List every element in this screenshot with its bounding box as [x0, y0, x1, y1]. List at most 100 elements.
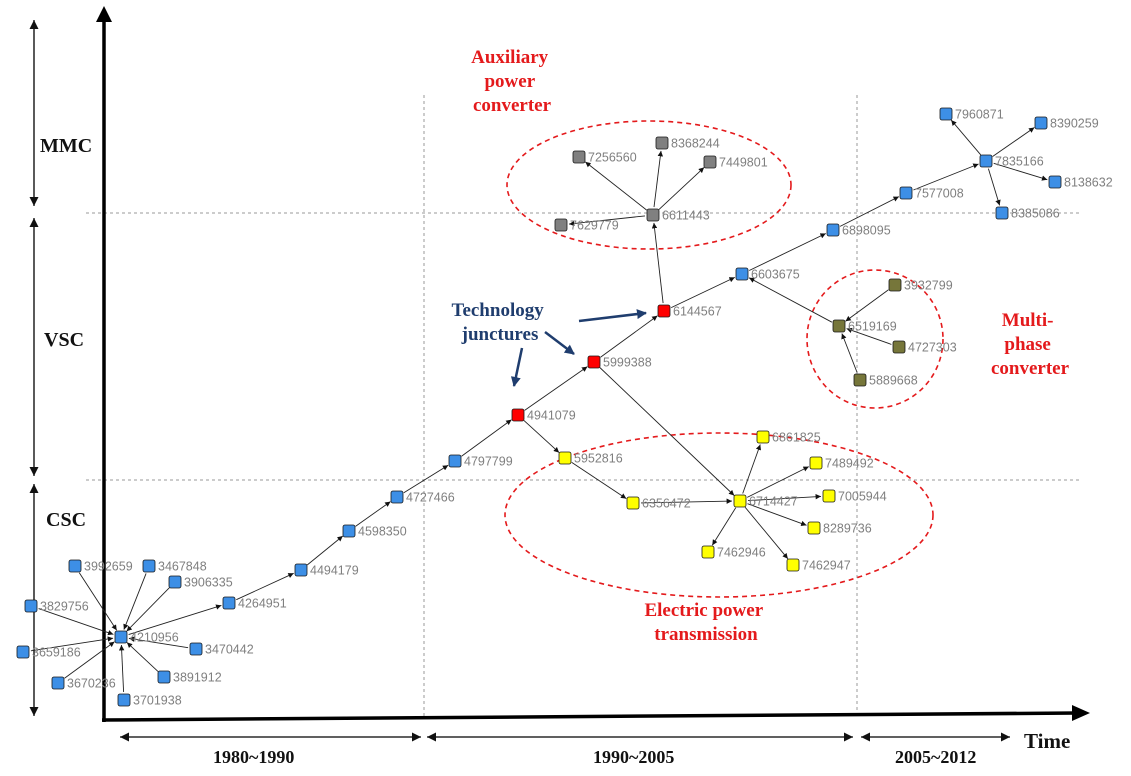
- citation-edge-6714427-7489492: [746, 466, 810, 498]
- band-label-csc: CSC: [46, 509, 86, 531]
- patent-node-6603675[interactable]: 6603675: [735, 268, 800, 282]
- region-auxiliary-outline: [506, 120, 792, 250]
- period-label-1990-2005: 1990~2005: [593, 747, 674, 767]
- patent-node-label: 3670236: [67, 677, 116, 691]
- patent-node-3906335[interactable]: 3906335: [168, 575, 233, 590]
- patent-node-7462946[interactable]: 7462946: [701, 546, 766, 560]
- patent-node-7462947[interactable]: 7462947: [786, 558, 851, 573]
- patent-node-marker: [786, 558, 800, 572]
- patent-node-marker: [168, 575, 182, 589]
- region-label-auxiliary-line1: Auxiliary: [471, 47, 549, 68]
- citation-edge-6611443-7449801: [658, 167, 705, 210]
- citation-edge-4598350-4727466: [355, 501, 391, 527]
- patent-node-3467848[interactable]: 3467848: [142, 560, 207, 574]
- patent-node-5952816[interactable]: 5952816: [558, 452, 623, 466]
- patent-node-3670236[interactable]: 3670236: [51, 677, 116, 691]
- region-label-multiphase-line1: Multi-: [1002, 310, 1054, 331]
- patent-node-marker: [554, 218, 568, 232]
- region-label-multiphase-line2: phase: [1004, 334, 1050, 355]
- patent-node-marker: [995, 206, 1009, 220]
- patent-node-marker: [822, 489, 836, 503]
- citation-edge-6356472-6714427: [640, 498, 733, 504]
- patent-node-label: 8390259: [1050, 117, 1099, 131]
- patent-node-4264951[interactable]: 4264951: [222, 596, 287, 611]
- patent-node-label: 3992659: [84, 560, 133, 574]
- patent-node-4598350[interactable]: 4598350: [342, 525, 407, 539]
- patent-node-7005944[interactable]: 7005944: [822, 489, 887, 504]
- patent-node-3932799[interactable]: 3932799: [888, 279, 953, 293]
- axes: Time: [96, 6, 1090, 753]
- patent-node-label: 6519169: [848, 320, 897, 334]
- citation-edge-4264951-4494179: [236, 572, 294, 601]
- patent-node-3470442[interactable]: 3470442: [189, 643, 254, 657]
- citation-edge-5889668-6519169: [841, 333, 858, 373]
- region-outlines: [504, 120, 944, 598]
- juncture-pointer-4941079: [510, 347, 524, 387]
- citation-edge-4494179-4598350: [306, 535, 344, 566]
- region-label-transmission: Electric power transmission: [644, 600, 767, 645]
- patent-node-4797799[interactable]: 4797799: [448, 455, 513, 469]
- patent-node-6144567[interactable]: 6144567: [657, 304, 722, 319]
- citation-edge-6714427-7462946: [711, 507, 737, 546]
- patent-node-7449801[interactable]: 7449801: [703, 155, 768, 170]
- patent-node-marker: [294, 563, 308, 577]
- patent-node-6898095[interactable]: 6898095: [826, 224, 891, 238]
- x-axis-arrow: [1072, 705, 1090, 721]
- citation-edge-6144567-6603675: [671, 276, 735, 309]
- patent-node-4727466[interactable]: 4727466: [390, 490, 455, 505]
- patent-node-marker: [572, 150, 586, 164]
- patent-node-label: 3829756: [40, 600, 89, 614]
- patent-node-3891912[interactable]: 3891912: [157, 671, 222, 685]
- patent-node-6861825[interactable]: 6861825: [756, 431, 821, 445]
- patent-node-7256560[interactable]: 7256560: [572, 150, 637, 165]
- patent-node-3829756[interactable]: 3829756: [24, 600, 89, 614]
- patent-node-7577008[interactable]: 7577008: [899, 187, 964, 201]
- region-label-multiphase-line3: converter: [991, 358, 1070, 379]
- patent-node-6519169[interactable]: 6519169: [832, 320, 897, 334]
- citation-edge-5952816-6356472: [571, 462, 627, 499]
- citation-edge-6519169-6603675: [748, 277, 833, 323]
- patent-node-marker: [1034, 116, 1048, 130]
- band-label-vsc: VSC: [44, 329, 84, 351]
- patent-node-label: 5999388: [603, 356, 652, 370]
- patent-node-5889668[interactable]: 5889668: [853, 374, 918, 388]
- patent-node-label: 7449801: [719, 156, 768, 170]
- patent-node-7629779[interactable]: 7629779: [554, 218, 619, 233]
- patent-node-4727303[interactable]: 4727303: [892, 341, 957, 355]
- patent-node-4494179[interactable]: 4494179: [294, 563, 359, 578]
- patent-node-8390259[interactable]: 8390259: [1034, 116, 1099, 131]
- juncture-label-line2: junctures: [461, 324, 539, 345]
- patent-node-marker: [222, 596, 236, 610]
- region-label-transmission-line2: transmission: [654, 624, 758, 645]
- patent-node-7835166[interactable]: 7835166: [979, 155, 1044, 169]
- patent-node-label: 5952816: [574, 452, 623, 466]
- patent-node-4210956[interactable]: 4210956: [114, 630, 179, 645]
- patent-node-label: 3891912: [173, 671, 222, 685]
- patent-node-6356472[interactable]: 6356472: [626, 497, 691, 511]
- patent-node-7489492[interactable]: 7489492: [809, 457, 874, 471]
- citation-edge-3992659-4210956: [78, 572, 118, 631]
- patent-node-marker: [657, 304, 671, 318]
- patent-node-4941079[interactable]: 4941079: [511, 409, 576, 423]
- patent-node-3701938[interactable]: 3701938: [117, 694, 182, 708]
- patent-node-marker: [703, 155, 717, 169]
- patent-node-label: 4727466: [406, 491, 455, 505]
- patent-node-8289736[interactable]: 8289736: [807, 522, 872, 536]
- patent-node-8368244[interactable]: 8368244: [655, 137, 720, 151]
- citation-edge-5999388-6714427: [599, 367, 735, 496]
- patent-node-3992659[interactable]: 3992659: [68, 560, 133, 574]
- patent-node-label: 7835166: [995, 155, 1044, 169]
- patent-node-3659186[interactable]: 3659186: [16, 646, 81, 660]
- patent-node-6611443[interactable]: 6611443: [646, 209, 710, 223]
- patent-node-7960871[interactable]: 7960871: [939, 108, 1004, 122]
- citation-edge-3470442-4210956: [128, 636, 189, 649]
- patent-node-6714427[interactable]: 6714427: [733, 495, 798, 509]
- patent-node-8385086[interactable]: 8385086: [995, 206, 1060, 221]
- citation-edge-7835166-8138632: [993, 162, 1048, 181]
- patent-node-5999388[interactable]: 5999388: [587, 356, 652, 370]
- patent-node-marker: [114, 630, 128, 644]
- patent-node-8138632[interactable]: 8138632: [1048, 176, 1113, 190]
- patent-node-marker: [390, 490, 404, 504]
- citation-edge-4210956-4264951: [128, 604, 222, 636]
